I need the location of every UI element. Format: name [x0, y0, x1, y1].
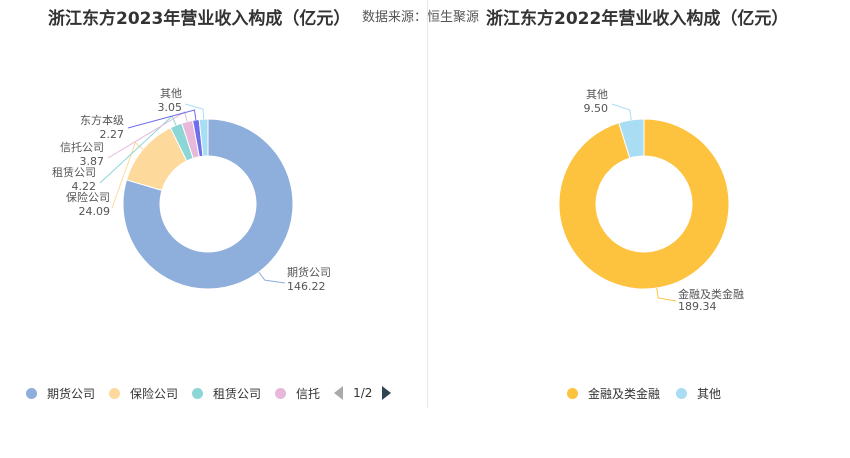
- legend-item-leasing[interactable]: 租赁公司: [192, 385, 261, 402]
- donut-slice-2022-other[interactable]: [618, 118, 645, 159]
- leader-line-finance: [656, 287, 677, 302]
- leader-line-other: [184, 103, 205, 120]
- legend-dot-finance: [567, 387, 578, 399]
- slice-label-finance: 金融及类金融: [678, 287, 744, 301]
- legend-dot-trust: [275, 387, 287, 399]
- legend-prev-page-icon[interactable]: [334, 386, 344, 400]
- legend-dot-insurance: [109, 387, 121, 399]
- legend-2022: 金融及类金融 其他: [567, 383, 735, 403]
- slice-value-futures: 146.22: [287, 280, 326, 293]
- leader-line-headquarters: [127, 109, 197, 129]
- legend-label-futures: 期货公司: [47, 386, 96, 401]
- leader-line-futures: [258, 271, 286, 284]
- slice-value-other: 9.50: [584, 102, 609, 115]
- slice-label-other: 其他: [586, 88, 608, 101]
- legend-pager: 1/2: [334, 386, 392, 400]
- slice-label-trust: 信托公司: [60, 140, 104, 154]
- legend-dot-other: [676, 387, 688, 399]
- donut-slice-2023-other[interactable]: [198, 118, 209, 157]
- chart-title-2023: 浙江东方2023年营业收入构成（亿元）: [48, 9, 351, 29]
- legend-item-insurance[interactable]: 保险公司: [109, 385, 178, 402]
- slice-value-headquarters: 2.27: [100, 128, 125, 141]
- slice-label-leasing: 租赁公司: [52, 165, 96, 179]
- donut-slice-2022-finance[interactable]: [558, 118, 730, 290]
- slice-label-insurance: 保险公司: [66, 190, 110, 204]
- slice-label-other: 其他: [160, 87, 182, 100]
- legend-item-trust[interactable]: 信托: [275, 385, 320, 402]
- slice-label-headquarters: 东方本级: [80, 113, 124, 127]
- leader-line-trust: [107, 111, 188, 159]
- slice-value-leasing: 4.22: [72, 180, 97, 193]
- slice-value-other: 3.05: [158, 101, 183, 114]
- legend-item-futures[interactable]: 期货公司: [26, 385, 95, 402]
- data-source-label: 数据来源：恒生聚源: [362, 10, 480, 25]
- legend-label-insurance: 保险公司: [130, 386, 179, 401]
- slice-value-trust: 3.87: [80, 155, 105, 168]
- chart-title-2022: 浙江东方2022年营业收入构成（亿元）: [486, 9, 789, 29]
- leader-line-insurance: [111, 141, 144, 209]
- leader-line-other: [611, 103, 632, 121]
- legend-dot-futures: [26, 387, 37, 399]
- legend-label-leasing: 租赁公司: [213, 386, 262, 401]
- slice-value-insurance: 24.09: [79, 205, 111, 218]
- legend-2023: 期货公司 保险公司 租赁公司 信托 1/2: [26, 383, 392, 403]
- legend-next-page-icon[interactable]: [382, 386, 392, 400]
- legend-item-finance[interactable]: 金融及类金融: [567, 385, 660, 402]
- legend-label-other: 其他: [697, 386, 722, 401]
- legend-page-indicator: 1/2: [353, 386, 373, 400]
- donut-slice-2023-futures[interactable]: [122, 118, 294, 290]
- legend-item-other[interactable]: 其他: [676, 385, 721, 402]
- legend-label-finance: 金融及类金融: [588, 386, 661, 401]
- slice-value-finance: 189.34: [678, 300, 717, 313]
- slice-label-futures: 期货公司: [287, 265, 331, 279]
- panel-divider: [427, 0, 428, 408]
- legend-label-trust: 信托: [296, 386, 321, 401]
- legend-dot-leasing: [192, 387, 204, 399]
